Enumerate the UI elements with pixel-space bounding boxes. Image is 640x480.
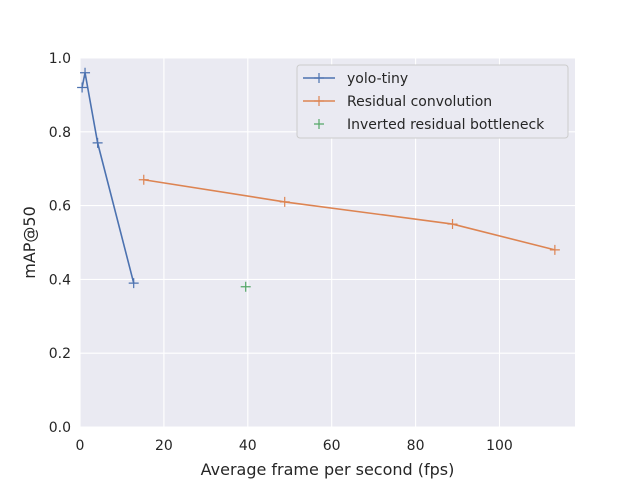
series-line xyxy=(81,71,135,284)
x-axis-label: Average frame per second (fps) xyxy=(201,460,455,479)
data-point-marker xyxy=(279,196,290,207)
legend-label: Residual convolution xyxy=(347,94,492,110)
legend-entry: Residual convolution xyxy=(303,94,492,110)
data-point-marker xyxy=(77,82,88,93)
x-tick-label: 40 xyxy=(239,438,257,454)
data-point-marker xyxy=(80,67,91,78)
legend-box xyxy=(296,64,569,139)
x-tick-label: 80 xyxy=(407,438,425,454)
data-point-marker xyxy=(447,219,458,230)
y-tick-label: 0.2 xyxy=(49,346,71,362)
legend-swatch-marker xyxy=(314,119,324,129)
x-tick-label: 20 xyxy=(155,438,173,454)
y-axis-label: mAP@50 xyxy=(20,206,39,279)
series-2 xyxy=(240,281,251,292)
series-1 xyxy=(138,174,560,255)
data-point-marker xyxy=(128,278,139,289)
y-tick-label: 0.0 xyxy=(49,420,71,436)
series-layer xyxy=(77,67,560,292)
legend-swatch-marker xyxy=(314,73,324,83)
x-tick-label: 0 xyxy=(76,438,85,454)
y-tick-label: 0.8 xyxy=(49,125,71,141)
legend-entry: Inverted residual bottleneck xyxy=(314,117,545,133)
y-tick-labels: 0.0 0.2 0.4 0.6 0.8 1.0 xyxy=(49,51,71,436)
x-tick-label: 100 xyxy=(486,438,513,454)
series-0 xyxy=(77,67,139,289)
x-tick-label: 60 xyxy=(323,438,341,454)
y-tick-label: 0.6 xyxy=(49,199,71,215)
legend-label: yolo-tiny xyxy=(347,71,408,87)
legend-label: Inverted residual bottleneck xyxy=(347,117,545,133)
y-tick-label: 0.4 xyxy=(49,272,71,288)
data-point-marker xyxy=(549,244,560,255)
x-tick-labels: 0 20 40 60 80 100 xyxy=(76,438,513,454)
series-line xyxy=(143,178,556,251)
legend-swatch-marker xyxy=(314,96,324,106)
legend-entry: yolo-tiny xyxy=(303,71,408,87)
legend: yolo-tiny Residual convolution Inverted re… xyxy=(296,64,569,139)
data-point-marker xyxy=(240,281,251,292)
y-tick-label: 1.0 xyxy=(49,51,71,67)
data-point-marker xyxy=(92,137,103,148)
data-point-marker xyxy=(138,174,149,185)
